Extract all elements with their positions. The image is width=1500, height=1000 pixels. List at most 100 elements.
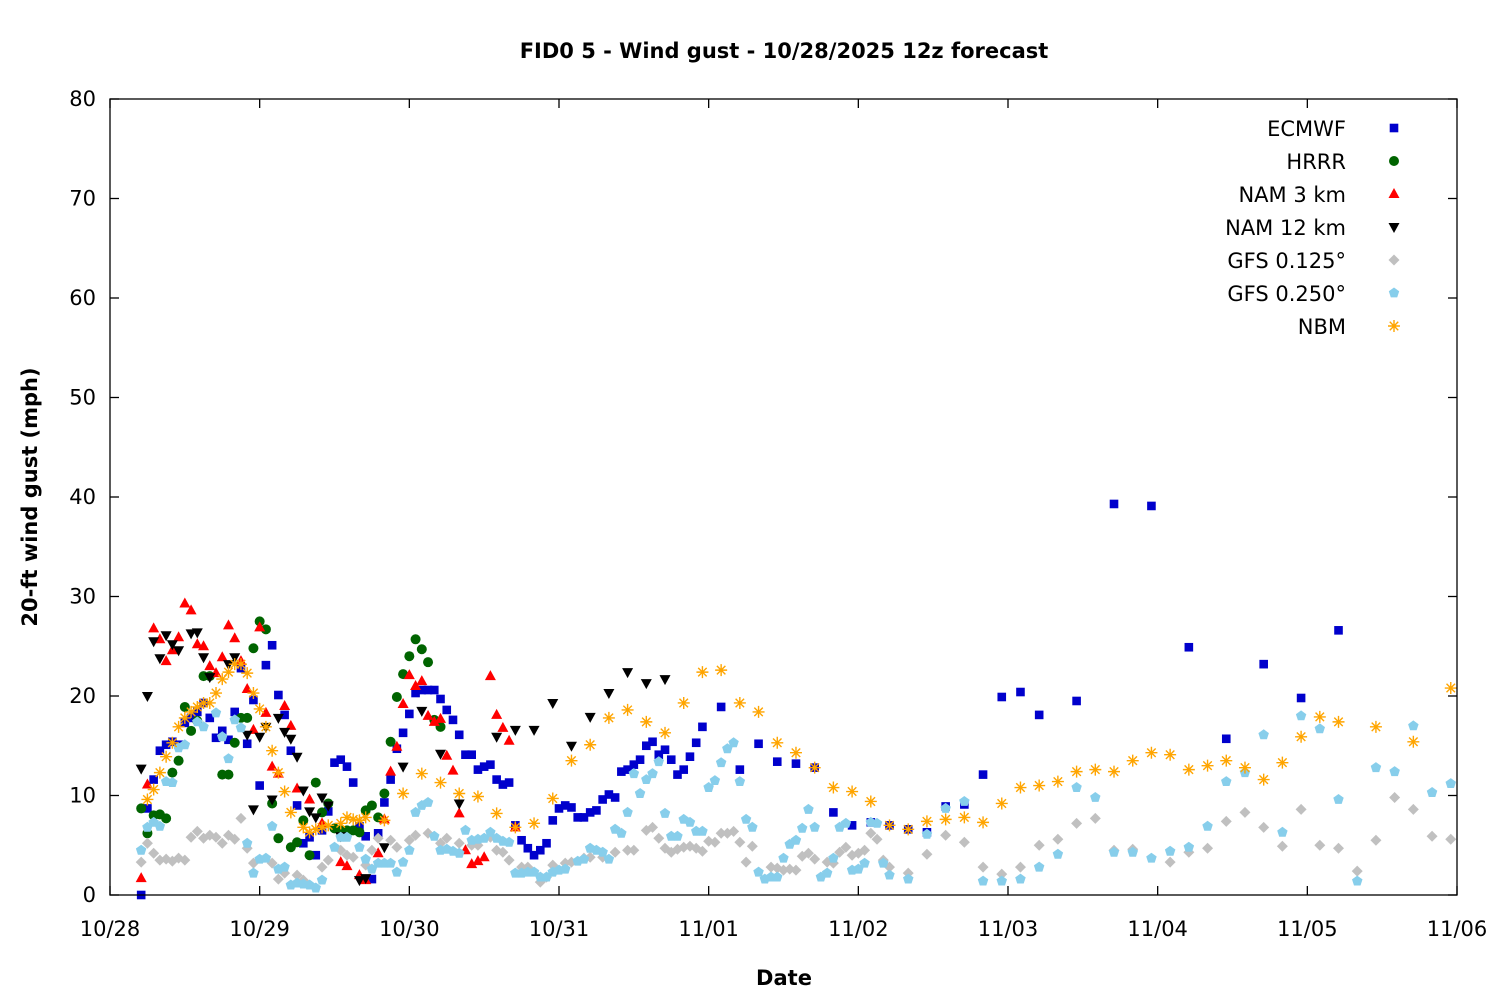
data-point [940, 829, 952, 841]
data-point [629, 760, 639, 769]
data-point [703, 782, 714, 792]
legend-label: NAM 3 km [1238, 183, 1346, 207]
data-point [747, 821, 758, 832]
data-point [155, 746, 165, 756]
data-point [353, 814, 366, 827]
x-tick-label: 11/03 [978, 917, 1039, 941]
data-point [735, 765, 745, 774]
data-point [921, 828, 933, 839]
data-point [260, 852, 272, 863]
data-point [322, 801, 334, 812]
data-point [248, 643, 259, 654]
data-point [428, 715, 440, 726]
data-point [167, 767, 178, 778]
data-points [135, 499, 1457, 900]
data-point [578, 853, 590, 864]
data-point [528, 817, 541, 830]
data-point [279, 727, 291, 738]
data-point [415, 767, 428, 780]
data-point [466, 858, 478, 869]
data-point [821, 867, 833, 878]
data-point [696, 666, 709, 679]
data-point [978, 770, 988, 779]
data-point [217, 726, 227, 736]
data-point [404, 844, 415, 855]
data-point [416, 644, 427, 655]
data-point [622, 806, 633, 817]
y-axis-label: 20-ft wind gust (mph) [18, 367, 42, 626]
data-point [1016, 687, 1025, 697]
data-point [272, 713, 284, 724]
data-point [229, 737, 240, 748]
data-point [529, 850, 539, 860]
data-point [1445, 833, 1457, 845]
data-point [247, 805, 259, 816]
data-point [696, 845, 708, 857]
data-point [242, 837, 253, 848]
series-ecmwf [136, 499, 1343, 900]
data-point [267, 640, 277, 650]
data-point [210, 831, 222, 843]
data-point [173, 755, 184, 766]
data-point [1333, 842, 1345, 854]
data-point [423, 685, 433, 695]
data-point [366, 844, 378, 856]
data-point [734, 836, 746, 848]
data-point [673, 770, 682, 779]
data-point [141, 837, 153, 849]
data-point [803, 803, 814, 814]
data-point [567, 803, 576, 812]
data-point [166, 736, 179, 749]
data-point [185, 831, 197, 843]
data-point [1147, 501, 1156, 511]
data-point [241, 667, 254, 680]
data-point [1258, 729, 1269, 740]
legend-label: GFS 0.250° [1227, 282, 1346, 306]
data-point [1407, 803, 1419, 815]
data-point [1146, 852, 1157, 863]
data-point [635, 755, 645, 764]
data-point [173, 631, 185, 642]
data-point [191, 628, 203, 639]
data-point [416, 675, 428, 686]
data-point [1296, 693, 1306, 703]
data-point [311, 850, 321, 860]
data-point [223, 769, 234, 780]
data-point [453, 787, 466, 800]
data-point [1033, 861, 1045, 872]
data-point [1033, 839, 1045, 851]
data-point [573, 813, 583, 822]
data-point [610, 793, 620, 802]
data-point [316, 874, 328, 885]
data-point [160, 631, 172, 642]
data-point [603, 853, 615, 864]
data-point [310, 882, 321, 893]
data-point [490, 807, 503, 820]
data-point [486, 760, 495, 769]
data-point [266, 744, 279, 757]
data-point [135, 872, 147, 883]
data-point [453, 799, 465, 810]
data-point [1034, 710, 1044, 720]
data-point [691, 738, 701, 748]
legend-item: NBM [1298, 315, 1400, 339]
data-point [329, 841, 340, 852]
data-point [179, 597, 191, 608]
data-point [977, 875, 989, 886]
series-gfs-0-250- [135, 707, 1456, 893]
data-point [404, 651, 415, 662]
y-tick-label: 20 [69, 684, 96, 708]
legend: ECMWF HRRR NAM 3 km NAM 12 km GFS 0.125° GFS … [1225, 117, 1400, 339]
data-point [996, 868, 1008, 880]
series-nbm [141, 658, 1457, 839]
data-point [617, 767, 626, 776]
data-point [1108, 765, 1121, 778]
data-point [173, 646, 185, 657]
data-point [709, 836, 721, 848]
data-point [210, 707, 222, 718]
data-point [241, 730, 253, 741]
data-point [284, 806, 297, 819]
data-point [616, 827, 627, 838]
data-point [410, 680, 422, 691]
data-point [198, 653, 210, 664]
